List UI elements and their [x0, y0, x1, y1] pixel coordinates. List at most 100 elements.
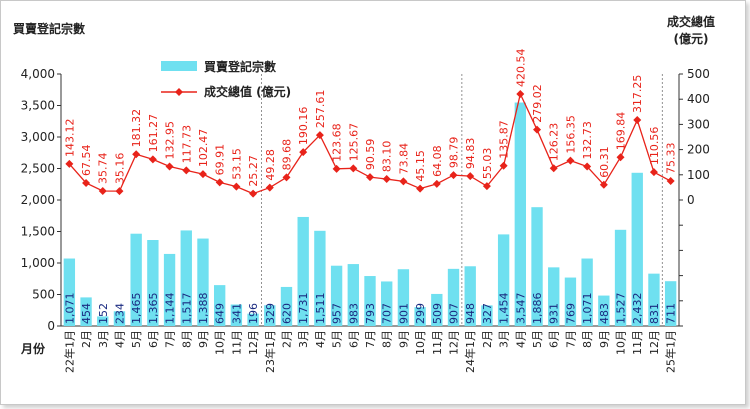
- bar: [163, 253, 176, 326]
- bar: [213, 285, 226, 326]
- bar-value-label: 1,365: [147, 293, 160, 325]
- line-value-label: 143.12: [63, 118, 76, 157]
- bar: [564, 277, 577, 326]
- bar-value-label: 707: [381, 303, 394, 324]
- value-point: [349, 164, 358, 173]
- value-point: [299, 148, 308, 157]
- bar-value-label: 2,432: [631, 293, 644, 325]
- x-tick-label: 3月: [498, 330, 511, 348]
- value-point: [232, 182, 241, 191]
- legend: 買賣登記宗數 成交總值 (億元): [161, 59, 291, 99]
- bar: [297, 216, 309, 326]
- bar-value-label: 1,454: [498, 293, 511, 324]
- value-point: [583, 162, 592, 171]
- bar: [147, 240, 159, 326]
- bar-value-label: 831: [648, 303, 661, 324]
- bar: [481, 305, 493, 326]
- bar: [548, 267, 560, 326]
- value-point: [432, 179, 441, 188]
- line-value-label: 83.10: [381, 141, 394, 173]
- line-value-label: 94.83: [464, 138, 477, 170]
- legend-label-line: 成交總值 (億元): [204, 84, 291, 99]
- bar: [347, 264, 359, 326]
- left-tick-label: 3,000: [21, 130, 55, 144]
- value-point: [82, 178, 91, 187]
- line-value-label: 156.35: [564, 115, 577, 154]
- bar: [63, 258, 76, 326]
- x-tick-label: 24年1月: [463, 330, 477, 373]
- right-axis-title-line1: 成交總值: [667, 14, 715, 29]
- bar: [531, 207, 543, 326]
- bar: [614, 229, 627, 326]
- bar: [97, 316, 109, 326]
- line-value-label: 55.03: [481, 148, 494, 180]
- right-tick-label: 0: [687, 193, 695, 207]
- line-value-label: 90.59: [364, 139, 377, 171]
- line-value-label: 190.16: [297, 107, 310, 146]
- x-tick-label: 4月: [314, 330, 327, 348]
- bar: [631, 172, 643, 326]
- line-value-label: 181.32: [130, 109, 143, 148]
- line-value-label: 279.02: [531, 84, 544, 123]
- bar-value-label: 711: [665, 303, 678, 324]
- line-value-label: 53.15: [230, 148, 243, 179]
- x-tick-label: 11月: [431, 330, 444, 355]
- bar: [330, 265, 343, 326]
- line-value-label: 69.91: [214, 144, 227, 176]
- x-tick-label: 7月: [364, 330, 377, 348]
- value-point: [366, 173, 374, 182]
- bar-value-label: 1,511: [314, 293, 327, 325]
- line-value-label: 132.95: [164, 121, 177, 160]
- value-point: [249, 189, 258, 198]
- bar: [364, 276, 376, 326]
- bar: [514, 102, 527, 326]
- bar-value-label: 948: [464, 303, 477, 324]
- value-point: [549, 164, 558, 173]
- x-tick-label: 11月: [230, 330, 243, 355]
- chart-canvas: 買賣登記宗數 成交總值 (億元) 月份 買賣登記宗數 成交總值 (億元) 4,0…: [13, 14, 715, 373]
- value-point: [65, 159, 74, 168]
- right-axis-title-line2: (億元): [674, 31, 709, 46]
- bar-value-label: 1,465: [130, 293, 143, 325]
- bar-value-label: 1,071: [63, 293, 76, 325]
- bar-value-label: 1,071: [581, 293, 594, 325]
- x-tick-label: 3月: [297, 330, 310, 348]
- bar-value-label: 483: [598, 303, 611, 324]
- line-value-label: 35.74: [97, 152, 110, 184]
- bar-value-label: 196: [247, 303, 260, 324]
- right-tick-label: 500: [687, 67, 710, 81]
- right-tick-label: 100: [687, 168, 710, 182]
- value-point: [399, 177, 408, 186]
- bar-value-label: 620: [280, 303, 293, 324]
- value-point: [499, 161, 508, 170]
- line-value-label: 67.54: [80, 144, 93, 176]
- x-tick-label: 8月: [381, 330, 394, 348]
- value-point: [132, 150, 141, 159]
- x-tick-label: 22年1月: [62, 330, 76, 373]
- value-point: [215, 178, 224, 187]
- bar: [598, 295, 610, 326]
- line-value-label: 125.67: [347, 123, 360, 162]
- x-tick-label: 2月: [481, 330, 494, 348]
- value-point: [148, 155, 157, 164]
- bar: [230, 304, 243, 326]
- left-tick-label: 1,000: [21, 256, 55, 270]
- line-value-label: 117.73: [180, 125, 193, 164]
- bar-value-label: 649: [214, 303, 227, 324]
- bar-value-label: 1,731: [297, 293, 310, 325]
- line-value-label: 257.61: [314, 90, 327, 128]
- x-tick-label: 7月: [164, 330, 177, 348]
- line-value-label: 126.23: [548, 123, 561, 162]
- left-tick-label: 2,000: [21, 193, 55, 207]
- line-value-label: 317.25: [631, 75, 644, 114]
- value-point: [482, 182, 491, 191]
- x-tick-label: 6月: [147, 330, 160, 348]
- value-point: [616, 153, 625, 162]
- x-tick-label: 6月: [347, 330, 360, 348]
- x-tick-label: 12月: [247, 330, 260, 355]
- bar: [80, 297, 92, 326]
- bar: [497, 234, 510, 326]
- bar: [381, 281, 393, 326]
- value-point: [449, 171, 458, 180]
- line-value-label: 169.84: [615, 112, 628, 151]
